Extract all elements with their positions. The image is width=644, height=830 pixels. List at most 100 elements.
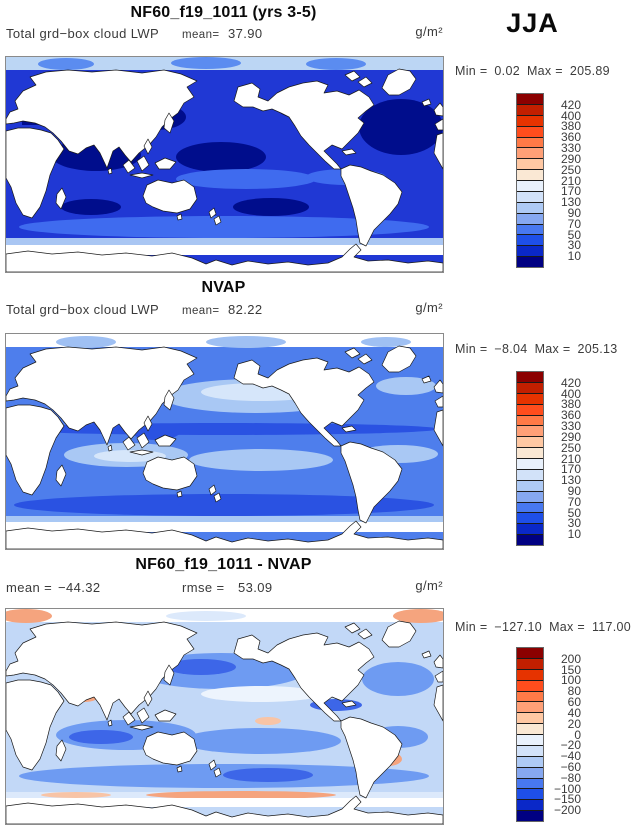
colorbar-cell [517,756,543,768]
colorbar-cell [517,372,543,383]
colorbar-tick-label: 290 [560,151,581,166]
colorbar-cell [517,658,543,670]
panel1-subtitle: Total grd−box cloud LWP mean= 37.90 g/m² [6,24,443,44]
colorbar-cell [517,191,543,203]
colorbar-labels: 420 400 380 360 330 290 250 210 170 130 90 70 50 30 10 [549,372,581,545]
colorbar-tick-label: −20 [560,738,581,753]
panel2-min-value: −8.04 [494,342,528,356]
colorbar-tick-label: 360 [560,130,581,145]
colorbar-cell [517,137,543,149]
colorbar-tick-label: 250 [560,162,581,177]
panel3-rmse-value: 53.09 [238,580,273,595]
colorbar-diff: 200 150 100 80 60 40 20 0 −20 −40 −60 −80 −100 −150 −2… [516,647,587,822]
colorbar-tick-label: 50 [567,227,581,242]
colorbar-cell [517,257,543,267]
colorbar-tick-label: 200 [560,651,581,666]
colorbar-tick-label: 170 [560,462,581,477]
colorbar-tick-label: 360 [560,408,581,423]
panel2-min-label: Min = [455,342,488,356]
panel3-title: NF60_f19_1011 - NVAP [135,556,312,573]
colorbar-cell [517,513,543,525]
colorbar-cell [517,502,543,514]
colorbar-cell [517,735,543,746]
colorbar-cell [517,524,543,536]
colorbar-cell [517,724,543,735]
panel1-max-label: Max = [526,64,563,78]
panel1-max-value: 205.89 [569,64,610,78]
colorbar-cell [517,713,543,725]
colorbar-cell [517,491,543,503]
colorbar-tick-label: 380 [560,397,581,412]
colorbar-cell [517,202,543,214]
colorbar-tick-label: 400 [560,386,581,401]
colorbar-bar [516,371,544,546]
colorbar-lwp-2: 420 400 380 360 330 290 250 210 170 130 90 70 50 30 10 [516,371,587,546]
colorbar-tick-label: 30 [567,516,581,531]
colorbar-cell [517,459,543,470]
colorbar-tick-label: −100 [553,781,581,796]
colorbar-cell [517,789,543,801]
colorbar-cell [517,680,543,692]
panel3-min-label: Min = [455,620,488,634]
colorbar-cell [517,213,543,225]
colorbar-cell [517,224,543,236]
colorbar-cell [517,148,543,160]
colorbar-cell [517,811,543,821]
colorbar-cell [517,115,543,127]
colorbar-cell [517,648,543,659]
colorbar-cell [517,426,543,438]
colorbar-cell [517,448,543,459]
colorbar-lwp-1: 420 400 380 360 330 290 250 210 170 130 90 70 50 30 10 [516,93,587,268]
colorbar-cell [517,246,543,258]
colorbar-cell [517,159,543,171]
panel1-title: NF60_f19_1011 (yrs 3-5) [130,4,317,21]
colorbar-cell [517,767,543,779]
map-model-lwp [5,56,444,273]
colorbar-cell [517,404,543,416]
colorbar-cell [517,104,543,116]
panel2-max-label: Max = [534,342,571,356]
colorbar-tick-label: 330 [560,141,581,156]
panel1-variable-label: Total grd−box cloud LWP [6,26,160,41]
colorbar-bar [516,647,544,822]
colorbar-tick-label: 70 [567,216,581,231]
map-difference [5,608,444,825]
colorbar-tick-label: −80 [560,770,581,785]
panel2-mean-label: mean= [182,305,220,317]
panel2-units: g/m² [415,300,443,315]
colorbar-tick-label: −200 [553,803,581,818]
panel1-units: g/m² [415,24,443,39]
colorbar-cell [517,94,543,105]
colorbar-tick-label: 130 [560,473,581,488]
colorbar-cell [517,170,543,181]
colorbar-tick-label: 400 [560,108,581,123]
colorbar-cell [517,181,543,192]
colorbar-tick-label: 90 [567,205,581,220]
colorbar-tick-label: 210 [560,451,581,466]
panel2-max-value: 205.13 [577,342,618,356]
map-model-lwp-plot [6,57,443,272]
colorbar-cell [517,800,543,812]
panel2-mean-value: 82.22 [228,302,263,317]
colorbar-tick-label: 420 [560,97,581,112]
colorbar-cell [517,415,543,427]
colorbar-tick-label: 330 [560,419,581,434]
colorbar-tick-label: 50 [567,505,581,520]
colorbar-cell [517,437,543,449]
colorbar-cell [517,778,543,790]
colorbar-tick-label: 420 [560,375,581,390]
colorbar-tick-label: 90 [567,483,581,498]
panel3-max-value: 117.00 [591,620,632,634]
panel3-max-label: Max = [549,620,585,634]
panel2-title: NVAP [201,279,246,296]
colorbar-tick-label: 170 [560,184,581,199]
panel1-min-value: 0.02 [494,64,520,78]
panel3-units: g/m² [415,578,443,593]
colorbar-labels: 200 150 100 80 60 40 20 0 −20 −40 −60 −80 −100 −150 −2… [549,648,581,821]
colorbar-cell [517,745,543,757]
panel3-min-value: −127.10 [494,620,543,634]
colorbar-cell [517,480,543,492]
panel2-variable-label: Total grd−box cloud LWP [6,302,160,317]
colorbar-tick-label: 20 [567,716,581,731]
